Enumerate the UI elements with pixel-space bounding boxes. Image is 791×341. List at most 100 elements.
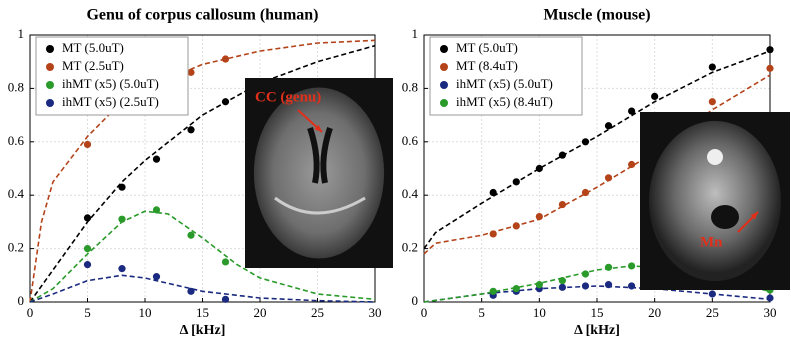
x-tick-label: 15: [196, 305, 209, 320]
data-point: [118, 265, 125, 272]
legend-label: MT (2.5uT): [62, 58, 124, 73]
data-point: [709, 290, 716, 297]
data-point: [490, 189, 497, 196]
y-tick-label: 1: [412, 26, 419, 41]
data-point: [513, 222, 520, 229]
data-point: [118, 216, 125, 223]
data-point: [628, 107, 635, 114]
data-point: [118, 184, 125, 191]
y-tick-label: 0.4: [8, 186, 25, 201]
data-point: [153, 206, 160, 213]
legend-marker: [440, 63, 448, 71]
data-point: [222, 258, 229, 265]
y-tick-label: 0: [18, 293, 25, 308]
x-tick-label: 0: [421, 305, 428, 320]
annotation: Mn: [700, 234, 723, 250]
data-point: [84, 141, 91, 148]
data-point: [536, 281, 543, 288]
data-point: [605, 281, 612, 288]
data-point: [187, 288, 194, 295]
data-point: [536, 213, 543, 220]
data-point: [513, 285, 520, 292]
data-point: [187, 232, 194, 239]
legend-label: MT (5.0uT): [62, 40, 124, 55]
inset-detail: [707, 149, 723, 165]
legend-marker: [440, 99, 448, 107]
data-point: [84, 261, 91, 268]
legend-marker: [440, 45, 448, 53]
inset-tissue: [649, 121, 781, 281]
x-axis-label: Δ [kHz]: [180, 323, 226, 338]
y-tick-label: 0.4: [402, 186, 419, 201]
x-tick-label: 25: [311, 305, 324, 320]
inset-detail: [711, 205, 739, 229]
data-point: [559, 201, 566, 208]
data-point: [582, 189, 589, 196]
chart-title: Genu of corpus callosum (human): [86, 7, 318, 24]
x-tick-label: 5: [478, 305, 485, 320]
data-point: [605, 264, 612, 271]
data-point: [536, 165, 543, 172]
data-point: [84, 245, 91, 252]
x-axis-label: Δ [kHz]: [574, 323, 620, 338]
data-point: [153, 156, 160, 163]
data-point: [84, 214, 91, 221]
x-tick-label: 30: [764, 305, 777, 320]
legend-marker: [46, 99, 54, 107]
legend-label: ihMT (x5) (5.0uT): [456, 76, 553, 91]
data-point: [628, 282, 635, 289]
data-point: [582, 270, 589, 277]
y-tick-label: 0.2: [402, 240, 418, 255]
x-tick-label: 15: [591, 305, 604, 320]
data-point: [582, 138, 589, 145]
data-point: [222, 296, 229, 303]
data-point: [709, 98, 716, 105]
legend-label: MT (5.0uT): [456, 40, 518, 55]
x-tick-label: 10: [139, 305, 152, 320]
legend-label: MT (8.4uT): [456, 58, 518, 73]
legend-marker: [46, 45, 54, 53]
data-point: [559, 284, 566, 291]
data-point: [766, 294, 773, 301]
data-point: [766, 46, 773, 53]
y-tick-label: 0.8: [8, 79, 24, 94]
data-point: [187, 126, 194, 133]
data-point: [605, 122, 612, 129]
y-tick-label: 0.6: [8, 133, 25, 148]
data-point: [490, 230, 497, 237]
data-point: [651, 93, 658, 100]
x-tick-label: 5: [84, 305, 91, 320]
data-point: [605, 174, 612, 181]
data-point: [153, 273, 160, 280]
x-tick-label: 30: [369, 305, 382, 320]
data-point: [559, 152, 566, 159]
figure: Genu of corpus callosum (human)Δ [kHz]00…: [0, 0, 791, 341]
data-point: [513, 178, 520, 185]
legend-marker: [46, 63, 54, 71]
data-point: [222, 55, 229, 62]
chart-title: Muscle (mouse): [543, 7, 650, 24]
y-tick-label: 0.2: [8, 240, 24, 255]
data-point: [766, 65, 773, 72]
data-point: [582, 282, 589, 289]
legend-label: ihMT (x5) (8.4uT): [456, 94, 553, 109]
x-tick-label: 0: [27, 305, 34, 320]
legend-label: ihMT (x5) (5.0uT): [62, 76, 159, 91]
data-point: [709, 63, 716, 70]
x-tick-label: 25: [706, 305, 719, 320]
data-point: [490, 288, 497, 295]
y-tick-label: 0.8: [402, 79, 418, 94]
legend-marker: [440, 81, 448, 89]
x-tick-label: 20: [254, 305, 267, 320]
data-point: [222, 98, 229, 105]
data-point: [628, 161, 635, 168]
y-tick-label: 0.6: [402, 133, 419, 148]
data-point: [559, 277, 566, 284]
y-tick-label: 0: [412, 293, 419, 308]
legend-label: ihMT (x5) (2.5uT): [62, 94, 159, 109]
legend-marker: [46, 81, 54, 89]
y-tick-label: 1: [18, 26, 25, 41]
data-point: [628, 262, 635, 269]
x-tick-label: 10: [533, 305, 546, 320]
x-tick-label: 20: [648, 305, 661, 320]
